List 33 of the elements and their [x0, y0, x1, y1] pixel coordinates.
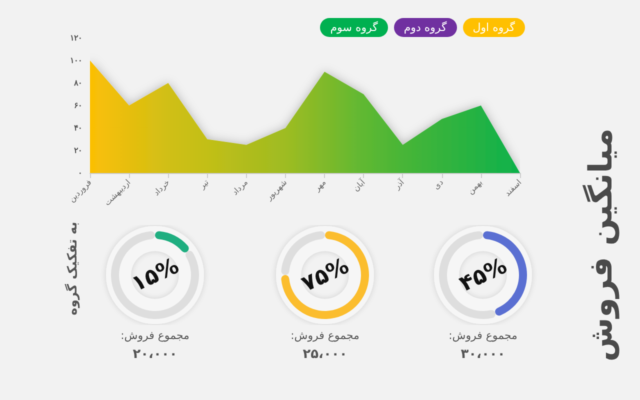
x-tick-label: مرداد: [230, 178, 250, 197]
x-tick-label: مهر: [312, 178, 328, 194]
text: ۱۵%: [128, 253, 182, 297]
x-tick-label: آذر: [391, 176, 406, 192]
category-label: گروه سوم: [320, 18, 388, 37]
y-tick-label: ۱۲۰: [70, 34, 82, 42]
text: ۲۰،۰۰۰: [132, 347, 178, 362]
y-tick-label: ۴۰: [74, 124, 82, 132]
x-tick-label: آبان: [350, 176, 368, 194]
y-tick-label: ۱۰۰: [70, 56, 82, 65]
x-tick-label: بهمن: [466, 178, 484, 196]
x-tick-label: فروردین: [67, 178, 94, 204]
category-label: گروه اول: [462, 18, 525, 37]
x-tick-label: اسفند: [502, 178, 524, 198]
x-tick-label: خرداد: [152, 178, 172, 198]
x-tick-label: دی: [432, 178, 446, 192]
text: مجموع فروش:: [448, 329, 518, 342]
text: مجموع فروش:: [120, 329, 190, 342]
text: ۴۵%: [456, 253, 510, 297]
text: ۲۵،۰۰۰: [302, 347, 348, 362]
x-tick-label: شهریور: [264, 178, 289, 203]
y-tick-label: ۰: [78, 168, 82, 178]
text: ۷۵%: [298, 253, 352, 297]
category-label: گروه دوم: [394, 18, 457, 37]
text: ۳۰،۰۰۰: [460, 347, 506, 362]
text: میانگین فروش: [581, 128, 620, 362]
y-tick-label: ۲۰: [74, 146, 82, 155]
y-tick-label: ۶۰: [74, 101, 82, 110]
y-tick-label: ۸۰: [73, 78, 82, 88]
x-tick-label: اردیبهشت: [102, 178, 132, 208]
text: به تفکیک گروه: [65, 221, 80, 315]
text: مجموع فروش:: [290, 329, 360, 342]
x-tick-label: تیر: [196, 178, 210, 192]
